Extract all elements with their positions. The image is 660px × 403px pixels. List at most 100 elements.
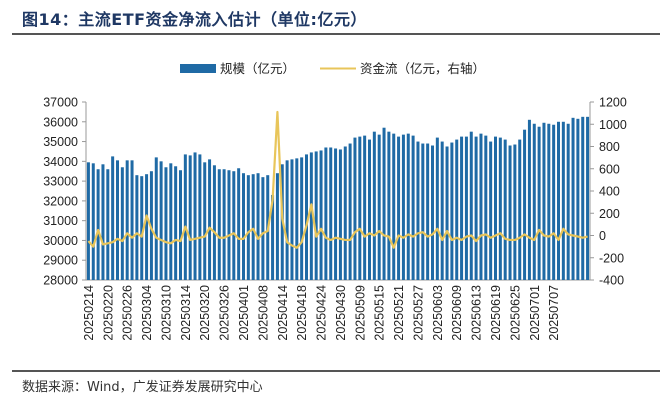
- bar: [208, 159, 212, 280]
- x-tick-label: 20250424: [315, 285, 329, 341]
- y-right-tick-label: 200: [599, 207, 620, 221]
- y-right-tick-label: -200: [599, 251, 624, 265]
- bar: [222, 169, 226, 280]
- x-tick-label: 20250414: [276, 285, 290, 341]
- bar: [164, 167, 168, 280]
- x-tick-label: 20250609: [450, 285, 464, 341]
- y-left-tick-label: 36000: [43, 115, 78, 129]
- bar: [421, 143, 425, 280]
- x-tick-label: 20250220: [101, 285, 115, 341]
- x-axis-ticks: 20250214 20250220 20250226 20250304 20250310…: [82, 285, 561, 341]
- x-tick-label: 20250527: [411, 285, 425, 341]
- footer-divider: [12, 370, 660, 372]
- x-tick-label: 20250707: [547, 285, 561, 341]
- bar: [532, 123, 536, 280]
- bar: [474, 136, 478, 280]
- bar: [169, 163, 173, 280]
- bar: [309, 152, 313, 280]
- line-series: [87, 110, 588, 249]
- bar: [106, 169, 110, 280]
- bar: [450, 142, 454, 280]
- chart: 规模（亿元） 资金流（亿元，右轴） 37000 36000 35000 34000 33…: [43, 61, 627, 341]
- y-right-tick-label: 600: [599, 162, 620, 176]
- bar: [227, 170, 231, 280]
- bar: [542, 122, 546, 281]
- bar: [338, 149, 342, 280]
- bar: [246, 175, 250, 280]
- bar: [111, 156, 115, 280]
- bar: [329, 147, 333, 280]
- bar: [116, 160, 119, 280]
- y-left-tick-label: 34000: [43, 155, 78, 169]
- x-tick-label: 20250320: [198, 285, 212, 341]
- bar: [237, 168, 241, 280]
- bar: [290, 159, 294, 280]
- bar: [203, 162, 207, 280]
- bar: [527, 119, 531, 280]
- bar: [125, 160, 129, 280]
- x-tick-label: 20250314: [179, 285, 193, 341]
- y-right-tick-label: 1000: [599, 118, 627, 132]
- x-tick-label: 20250430: [334, 285, 348, 341]
- bar: [275, 173, 279, 280]
- y-left-tick-label: 32000: [43, 194, 78, 208]
- bar: [154, 157, 158, 280]
- bar-series: [86, 116, 590, 281]
- bar: [96, 169, 100, 280]
- bar: [198, 154, 202, 280]
- bar: [426, 143, 430, 280]
- bar: [217, 169, 221, 280]
- x-tick-label: 20250408: [256, 285, 270, 341]
- bar: [295, 158, 299, 280]
- x-tick-label: 20250625: [508, 285, 522, 341]
- bar: [285, 160, 289, 280]
- bar: [552, 124, 556, 281]
- x-tick-label: 20250226: [121, 285, 135, 341]
- bar: [363, 135, 367, 280]
- bar: [581, 116, 585, 280]
- bar: [464, 136, 468, 280]
- y-right-tick-label: 400: [599, 185, 620, 199]
- bar: [256, 173, 260, 280]
- bar: [271, 194, 275, 280]
- bar: [242, 173, 245, 280]
- bar: [368, 139, 371, 280]
- bar: [435, 137, 439, 280]
- y-axis-right-ticks: 1200 1000 800 600 400 200 0 -200 -400: [590, 96, 627, 288]
- y-right-tick-label: -400: [599, 274, 624, 288]
- x-tick-label: 20250521: [392, 285, 406, 341]
- bar: [513, 144, 517, 280]
- bar: [489, 141, 493, 280]
- bar: [503, 139, 507, 280]
- bar: [445, 146, 449, 280]
- bar: [377, 134, 381, 280]
- bar: [571, 117, 575, 280]
- bar: [91, 163, 95, 280]
- bar: [508, 145, 512, 280]
- bar: [251, 174, 255, 280]
- bar: [305, 154, 308, 280]
- bar: [319, 150, 323, 280]
- bar: [183, 154, 187, 280]
- x-tick-label: 20250701: [528, 285, 542, 341]
- y-left-tick-label: 28000: [43, 274, 78, 288]
- bar: [358, 136, 362, 280]
- y-left-tick-label: 35000: [43, 135, 78, 149]
- bar: [353, 137, 357, 280]
- bar: [101, 164, 105, 280]
- y-right-tick-label: 0: [599, 229, 606, 243]
- legend-label-line: 资金流（亿元，右轴）: [360, 61, 485, 76]
- y-left-tick-label: 31000: [43, 214, 78, 228]
- bar: [397, 136, 401, 280]
- bar: [135, 175, 139, 280]
- y-right-tick-label: 800: [599, 140, 620, 154]
- bar: [401, 134, 405, 280]
- bar: [484, 135, 488, 280]
- x-tick-label: 20250214: [82, 285, 96, 341]
- bar: [494, 136, 497, 280]
- bar: [440, 141, 444, 280]
- x-tick-label: 20250619: [489, 285, 503, 341]
- x-tick-label: 20250515: [373, 285, 387, 341]
- bar: [188, 155, 192, 280]
- bar: [261, 177, 265, 280]
